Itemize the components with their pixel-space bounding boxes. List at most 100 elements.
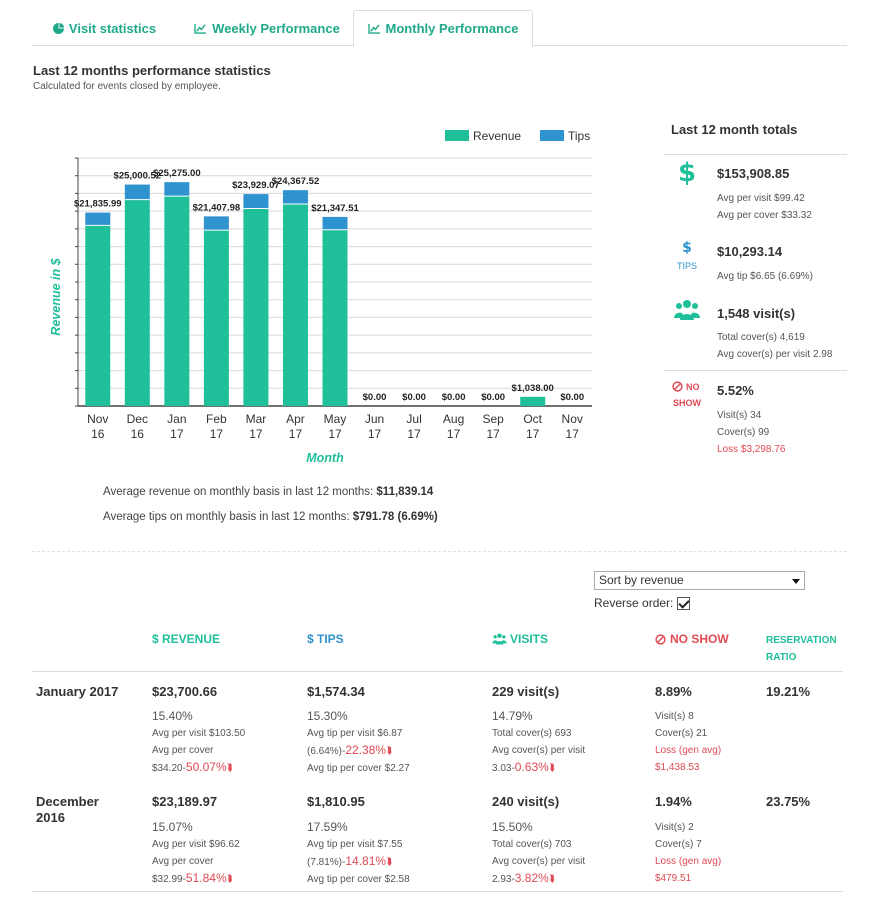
svg-text:$: $ [682, 240, 692, 256]
x-tick-label: Aug [443, 412, 464, 426]
header-visits[interactable]: VISITS [492, 632, 548, 646]
data-label: $0.00 [363, 392, 387, 403]
revenue-bar [322, 229, 348, 406]
pie-chart-icon [52, 22, 64, 34]
row-avg-per-cover-change: 51.84% [185, 871, 227, 885]
header-reservation-line2: RATIO [766, 652, 797, 663]
arrow-down-icon: ⮯ [226, 874, 233, 885]
totals-title: Last 12 month totals [671, 122, 798, 137]
row-avg-tip-change-line: (7.81%)-14.81%⮯ [307, 853, 410, 871]
row-tips: $1,810.95 [307, 794, 365, 809]
revenue-bar [85, 225, 111, 406]
row-avg-tip-change: 22.38% [345, 743, 387, 757]
revenue-bar [124, 199, 150, 406]
reverse-order-checkbox[interactable] [677, 596, 691, 610]
line-chart-icon [194, 23, 207, 34]
row-avg-covers-change: 3.82% [514, 871, 549, 885]
average-tips-label: Average tips on monthly basis in last 12… [103, 511, 350, 523]
row-month: January 2017 [36, 684, 118, 700]
header-noshow[interactable]: NO SHOW [655, 632, 729, 646]
total-avg-covers: Avg cover(s) per visit 2.98 [717, 349, 833, 360]
header-visits-label: VISITS [510, 632, 549, 646]
row-visits-details: Total cover(s) 703 Avg cover(s) per visi… [492, 836, 585, 888]
data-label: $1,038.00 [512, 383, 554, 394]
data-label: $0.00 [442, 392, 466, 403]
row-total-covers: Total cover(s) 693 [492, 728, 572, 739]
header-revenue[interactable]: $ REVENUE [152, 632, 221, 646]
header-reservation-ratio[interactable]: RESERVATION RATIO [766, 632, 837, 666]
row-avg-per-visit-text: Avg per visit $103.50 [152, 728, 246, 739]
row-avg-covers-value: 2.93- [492, 874, 515, 885]
x-tick-label: 17 [407, 427, 421, 441]
row-noshow-details: Visit(s) 8 Cover(s) 21 Loss (gen avg) $1… [655, 708, 721, 776]
x-tick-label: Jul [406, 412, 421, 426]
row-month-line1: January 2017 [36, 684, 119, 699]
row-avg-per-visit: Avg per visit $103.50 Avg per cover $34.… [152, 725, 245, 777]
row-noshow-loss-label: Loss (gen avg) [655, 745, 722, 756]
row-visits-details: Total cover(s) 693 Avg cover(s) per visi… [492, 725, 585, 777]
x-tick-label: Sep [482, 412, 504, 426]
tips-bar [85, 212, 111, 226]
row-noshow-loss: $479.51 [655, 873, 692, 884]
x-tick-label: 16 [91, 427, 105, 441]
header-tips[interactable]: $ TIPS [307, 632, 344, 646]
data-label: $21,835.99 [74, 199, 122, 210]
row-avg-tip-value: (7.81%)- [307, 857, 346, 868]
data-label: $21,407.98 [193, 202, 241, 213]
average-revenue-label: Average revenue on monthly basis in last… [103, 486, 374, 498]
row-avg-per-cover-label: Avg per cover [152, 745, 214, 756]
row-noshow-details: Visit(s) 2 Cover(s) 7 Loss (gen avg) $47… [655, 819, 721, 887]
row-avg-covers-value: 3.03- [492, 763, 515, 774]
row-avg-covers-change: 0.63% [514, 760, 549, 774]
data-label: $0.00 [560, 392, 584, 403]
x-tick-label: 17 [249, 427, 263, 441]
noshow-label-1: NO [686, 381, 700, 392]
average-revenue-value: $11,839.14 [376, 486, 434, 498]
row-avg-per-visit: Avg per visit $96.62 Avg per cover $32.9… [152, 836, 240, 888]
tab-bar: Visit statistics Weekly Performance Mont… [32, 10, 847, 47]
row-noshow: 8.89% [655, 684, 692, 699]
tab-visit-statistics[interactable]: Visit statistics [32, 10, 177, 46]
ban-icon [655, 633, 666, 645]
data-label: $25,275.00 [153, 168, 201, 179]
tips-icon-label: TIPS [676, 261, 697, 271]
row-avg-covers: 2.93-3.82%⮯ [492, 870, 585, 888]
x-tick-label: Dec [127, 412, 148, 426]
row-avg-tip-value: (6.64%)- [307, 746, 346, 757]
tips-bar [124, 184, 150, 200]
data-label: $23,929.07 [232, 180, 280, 191]
dollar-icon: $ [667, 238, 707, 259]
tab-monthly-performance[interactable]: Monthly Performance [353, 10, 533, 47]
noshow-loss: Loss $3,298.76 [717, 444, 786, 455]
x-tick-label: Jun [365, 412, 384, 426]
x-tick-label: May [324, 412, 347, 426]
noshow-label-2: SHOW [673, 398, 701, 408]
divider [664, 370, 847, 371]
row-avg-covers-label: Avg cover(s) per visit [492, 856, 586, 867]
divider [32, 671, 843, 672]
divider [32, 891, 843, 892]
data-label: $0.00 [402, 392, 426, 403]
tab-weekly-performance[interactable]: Weekly Performance [192, 10, 342, 46]
x-tick-label: 17 [486, 427, 500, 441]
svg-text:$: $ [679, 158, 695, 186]
row-tips-pct: 17.59% [307, 820, 348, 834]
divider [664, 154, 847, 155]
average-revenue-line: Average revenue on monthly basis in last… [103, 486, 433, 498]
row-avg-tip-cover: Avg tip per cover $2.27 [307, 763, 410, 774]
x-tick-label: 17 [566, 427, 580, 441]
total-tips: $10,293.14 [717, 244, 783, 259]
x-tick-label: 17 [210, 427, 224, 441]
row-total-covers: Total cover(s) 703 [492, 839, 572, 850]
total-avg-per-cover: Avg per cover $33.32 [717, 210, 812, 221]
divider [32, 551, 847, 552]
row-avg-per-cover: $34.20-50.07%⮯ [152, 759, 245, 777]
x-tick-label: Feb [206, 412, 227, 426]
legend-tips-label: Tips [568, 129, 590, 143]
sort-select[interactable]: Sort by revenue [594, 571, 805, 590]
reverse-order-row: Reverse order: [594, 596, 691, 610]
row-avg-tip: Avg tip per visit $7.55 [307, 839, 403, 850]
x-tick-label: 17 [447, 427, 461, 441]
tab-label: Visit statistics [68, 20, 157, 36]
tab-label: Weekly Performance [212, 20, 340, 36]
